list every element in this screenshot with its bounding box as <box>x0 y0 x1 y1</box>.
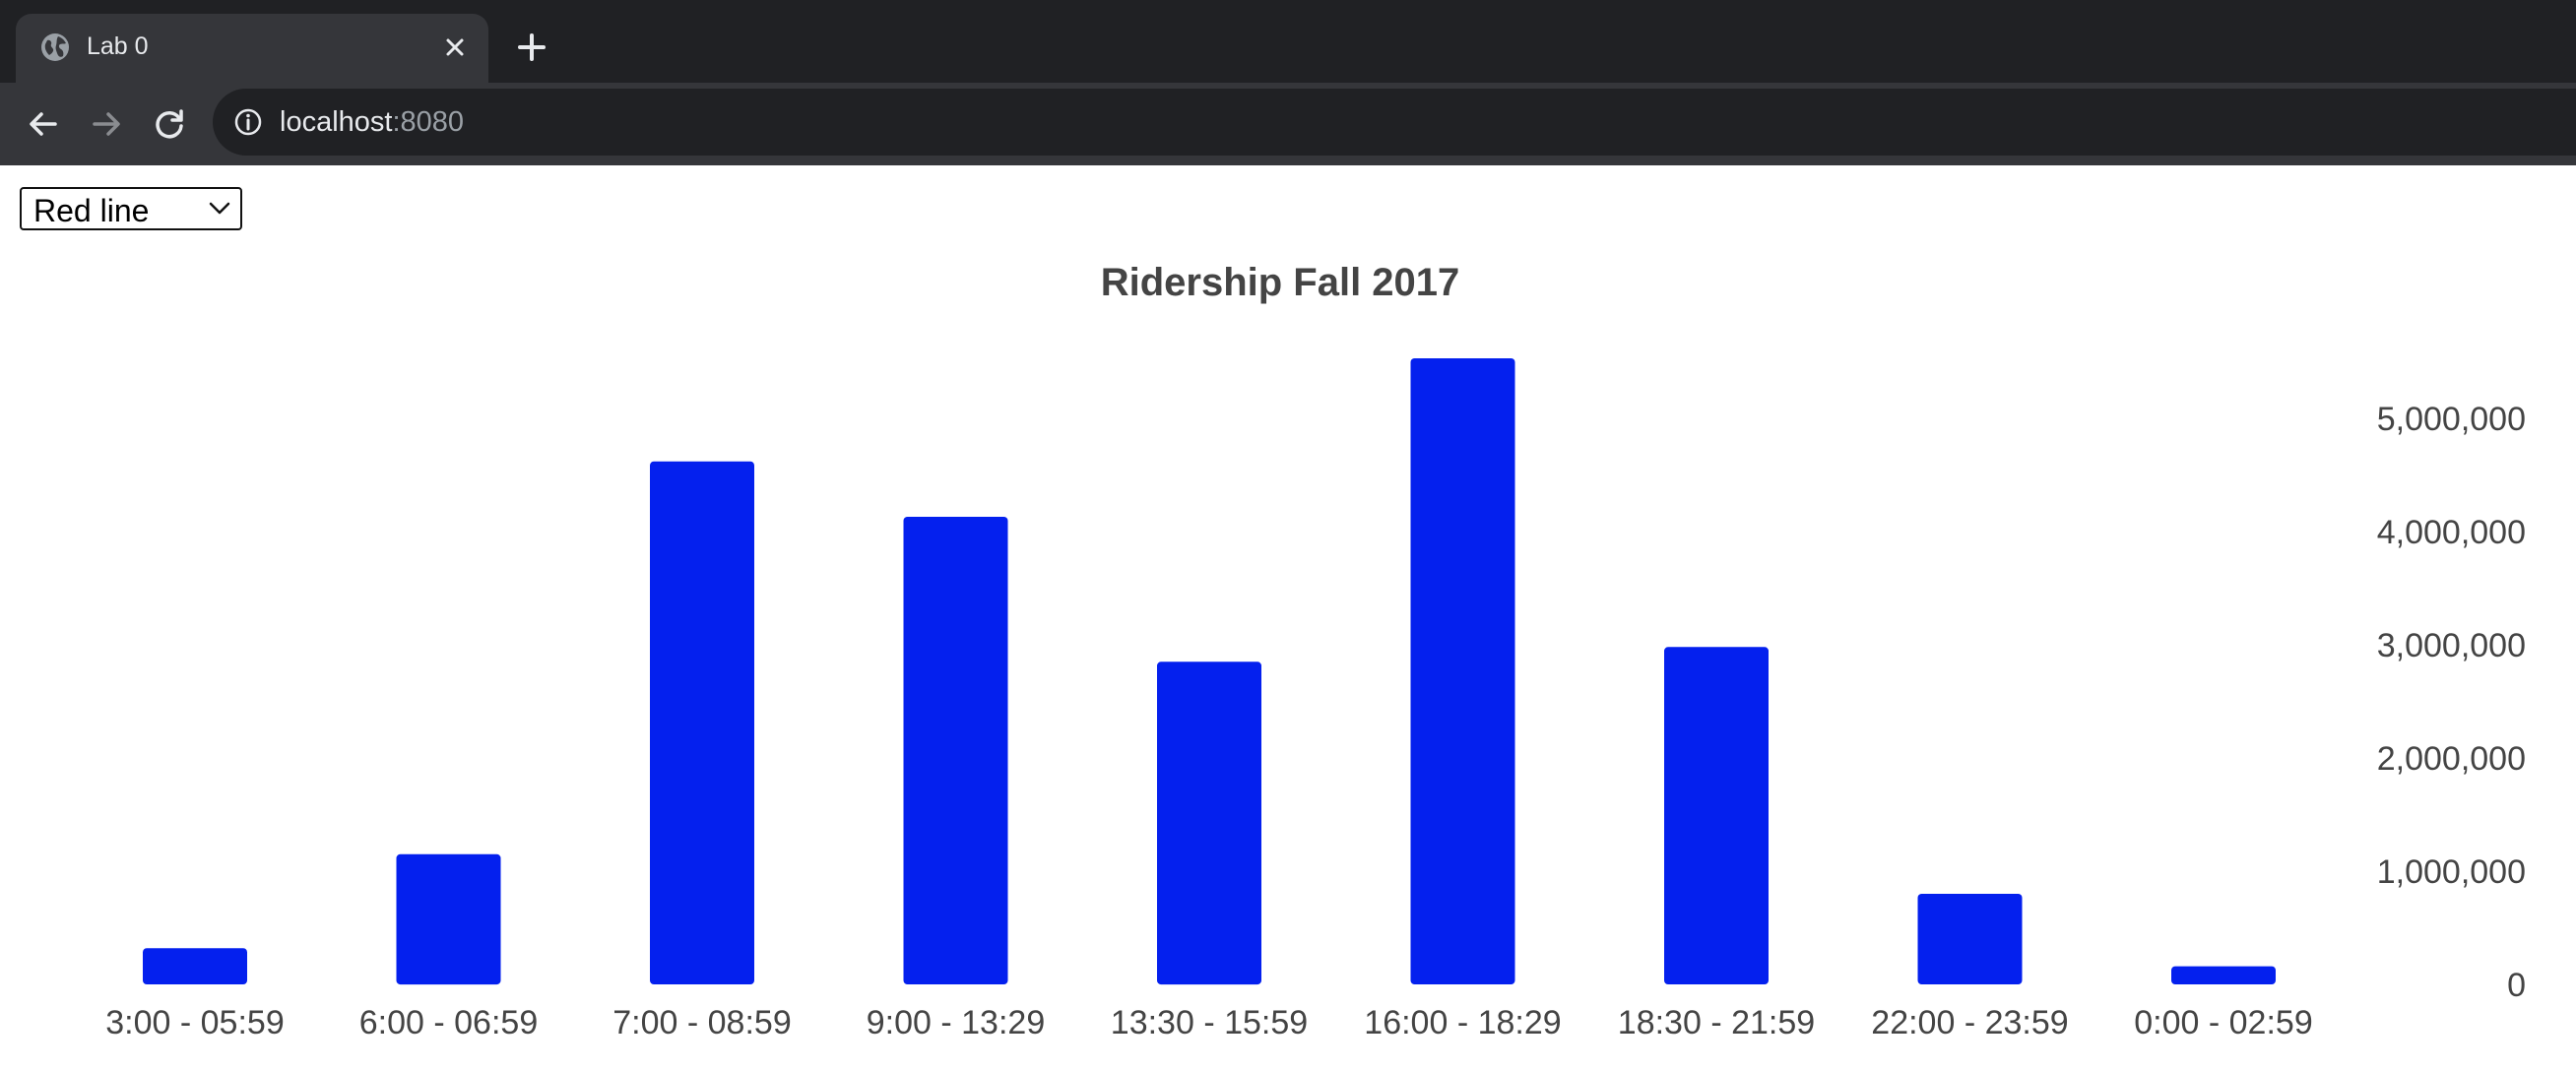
plus-icon[interactable] <box>512 28 551 67</box>
address-bar[interactable] <box>213 89 2576 156</box>
close-icon[interactable] <box>441 33 469 61</box>
address-url[interactable]: localhost:8080 <box>280 106 464 138</box>
info-icon[interactable] <box>232 106 264 138</box>
chevron-down-icon <box>209 202 230 215</box>
page-content <box>0 165 2576 1071</box>
reload-icon[interactable] <box>148 102 191 146</box>
arrow-left-icon[interactable] <box>22 102 65 146</box>
browser-tab[interactable]: Lab 0 <box>16 14 488 83</box>
line-select[interactable]: Red line <box>20 187 242 230</box>
tab-title: Lab 0 <box>87 32 149 60</box>
globe-icon <box>41 33 69 61</box>
browser-tabstrip: Lab 0 <box>0 0 2576 83</box>
arrow-right-icon[interactable] <box>85 102 128 146</box>
url-port: :8080 <box>392 106 465 138</box>
url-host: localhost <box>280 106 393 138</box>
line-select-value: Red line <box>33 193 150 228</box>
